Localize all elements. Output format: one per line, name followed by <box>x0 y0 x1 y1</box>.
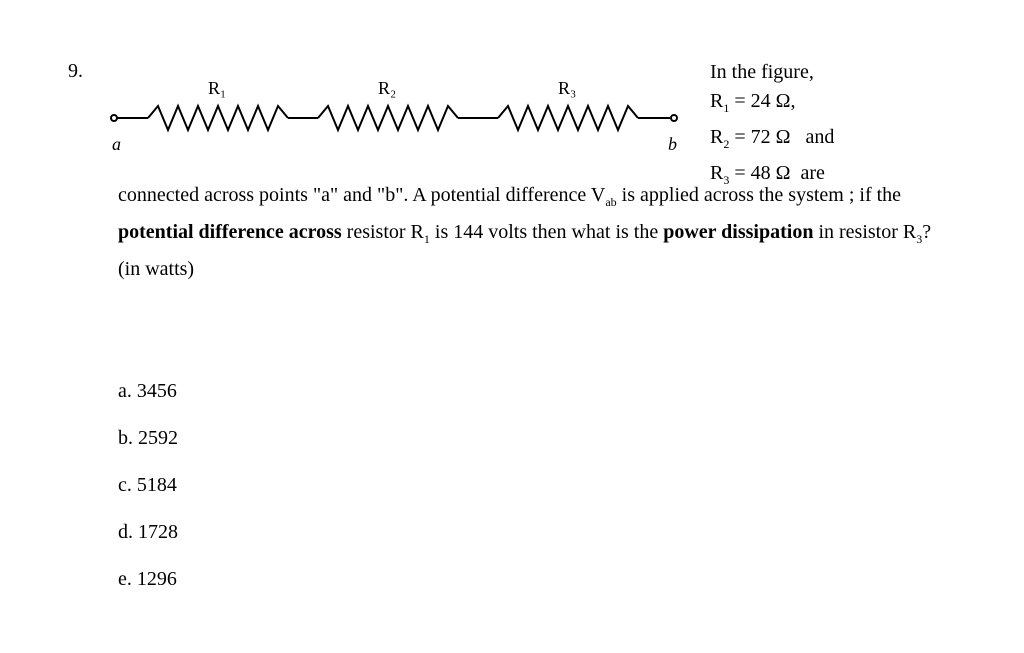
body-seg1: connected across points "a" and "b". A p… <box>118 184 605 206</box>
node-b-label: b <box>668 134 677 155</box>
circuit-svg <box>108 80 688 150</box>
choice-a: a. 3456 <box>118 380 178 403</box>
choice-c: c. 5184 <box>118 474 178 497</box>
r2-sym: R <box>710 126 723 148</box>
body-vab-sub: ab <box>605 195 616 209</box>
choice-b: b. 2592 <box>118 427 178 450</box>
given-values: In the figure, R1 = 24 Ω, R2 = 72 Ω and … <box>710 58 834 195</box>
node-a-label: a <box>112 134 121 155</box>
choice-e: e. 1296 <box>118 568 178 591</box>
label-r3: R₃ <box>558 78 576 99</box>
givens-r2: R2 = 72 Ω and <box>710 123 834 159</box>
page: 9. R₁ R₂ R₃ a b In <box>0 0 1024 653</box>
body-seg5: in resistor R <box>813 221 916 243</box>
r1-val: = 24 Ω, <box>729 90 795 112</box>
circuit-figure: R₁ R₂ R₃ a b <box>108 80 688 170</box>
givens-intro: In the figure, <box>710 58 834 87</box>
question-body: connected across points "a" and "b". A p… <box>118 180 948 284</box>
choice-d: d. 1728 <box>118 521 178 544</box>
label-r1: R₁ <box>208 78 226 99</box>
question-number: 9. <box>68 60 83 83</box>
r1-sym: R <box>710 90 723 112</box>
body-seg2: is applied across the system ; if the <box>617 184 901 206</box>
body-seg3: resistor R <box>342 221 424 243</box>
givens-r1: R1 = 24 Ω, <box>710 87 834 123</box>
r2-val: = 72 Ω and <box>729 126 834 148</box>
body-seg4: is 144 volts then what is the <box>430 221 663 243</box>
answer-choices: a. 3456 b. 2592 c. 5184 d. 1728 e. 1296 <box>118 380 178 615</box>
label-r2: R₂ <box>378 78 396 99</box>
body-bold2: power dissipation <box>663 221 813 243</box>
body-bold1: potential difference across <box>118 221 342 243</box>
